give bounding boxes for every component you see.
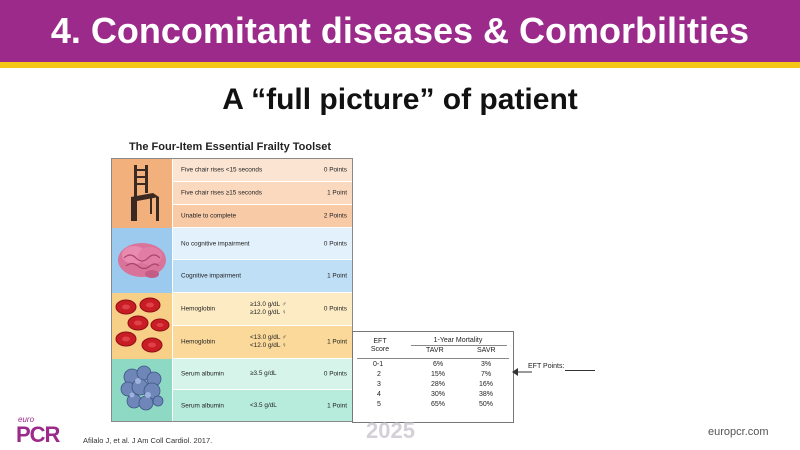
- eft-row: Five chair rises ≥15 seconds 1 Point: [173, 182, 352, 205]
- eft-group-hemoglobin: Hemoglobin ≥13.0 g/dL ♂ ≥12.0 g/dL ♀ 0 P…: [112, 293, 352, 359]
- savr-cell: 16%: [479, 381, 494, 388]
- table-row: 0-1 6% 3%: [353, 361, 513, 370]
- points-value: 0 Points: [323, 370, 347, 378]
- table-row: 3 28% 16%: [353, 381, 513, 390]
- eft-row: Unable to complete 2 Points: [173, 205, 352, 228]
- criterion-label: Five chair rises ≥15 seconds: [181, 189, 262, 197]
- score-cell: 2: [377, 371, 381, 378]
- table-row: 4 30% 38%: [353, 391, 513, 400]
- threshold-value: ≥3.5 g/dL: [250, 370, 277, 377]
- tavr-cell: 6%: [433, 361, 444, 368]
- threshold-value: <13.0 g/dL ♂ <12.0 g/dL ♀: [250, 334, 287, 349]
- points-value: 1 Point: [327, 272, 347, 280]
- points-value: 0 Points: [323, 240, 347, 247]
- criterion-label: Hemoglobin: [181, 305, 216, 313]
- criterion-label: Hemoglobin: [181, 338, 216, 346]
- table-row: 5 65% 50%: [353, 401, 513, 410]
- eft-row: Serum albumin <3.5 g/dL 1 Point: [173, 390, 352, 421]
- albumin-protein-icon: [112, 359, 173, 421]
- eft-points-label: EFT Points:: [528, 363, 565, 370]
- title-banner: [0, 0, 800, 62]
- points-value: 1 Point: [327, 402, 347, 409]
- criterion-label: Unable to complete: [181, 212, 237, 220]
- points-value: 0 Points: [323, 305, 347, 313]
- eft-row: Cognitive impairment 1 Point: [173, 260, 352, 293]
- criterion-label: Serum albumin: [181, 402, 224, 409]
- brain-icon: [112, 228, 173, 293]
- criterion-label: Serum albumin: [181, 370, 224, 378]
- eft-table: Five chair rises <15 seconds 0 Points Fi…: [111, 158, 353, 422]
- tavr-cell: 65%: [431, 401, 446, 408]
- chair-icon: [112, 159, 173, 228]
- eft-points-blank: [565, 370, 595, 371]
- score-cell: 3: [377, 381, 381, 388]
- event-year: 2025: [366, 418, 415, 443]
- threshold-value: ≥13.0 g/dL ♂ ≥12.0 g/dL ♀: [250, 301, 287, 316]
- mortality-table: EFT Score 1-Year Mortality TAVR SAVR 0-1…: [352, 331, 514, 423]
- eft-group-chair-rises: Five chair rises <15 seconds 0 Points Fi…: [112, 159, 352, 228]
- points-value: 0 Points: [323, 166, 347, 174]
- threshold-value: <3.5 g/dL: [250, 401, 277, 409]
- eft-group-cognition: No cognitive impairment 0 Points Cogniti…: [112, 228, 352, 293]
- eft-row: Hemoglobin <13.0 g/dL ♂ <12.0 g/dL ♀ 1 P…: [173, 326, 352, 359]
- mortality-group-header: 1-Year Mortality: [433, 337, 483, 344]
- header-divider: [411, 345, 507, 346]
- slide-title: 4. Concomitant diseases & Comorbilities: [50, 10, 750, 51]
- citation: Afilalo J, et al. J Am Coll Cardiol. 201…: [83, 436, 213, 445]
- score-cell: 0-1: [373, 361, 384, 368]
- table-divider: [357, 358, 509, 359]
- savr-header: SAVR: [477, 347, 496, 354]
- slide-subtitle: A “full picture” of patient: [222, 83, 578, 116]
- table-row: 2 15% 7%: [353, 371, 513, 380]
- tavr-cell: 28%: [431, 381, 446, 388]
- pcr-logo: PCR: [16, 422, 60, 447]
- criterion-label: Five chair rises <15 seconds: [181, 166, 263, 174]
- eft-row: Five chair rises <15 seconds 0 Points: [173, 159, 352, 182]
- savr-cell: 50%: [479, 401, 494, 408]
- eft-row: No cognitive impairment 0 Points: [173, 228, 352, 260]
- tavr-cell: 15%: [431, 371, 446, 378]
- red-blood-cells-icon: [112, 293, 173, 359]
- eft-row: Hemoglobin ≥13.0 g/dL ♂ ≥12.0 g/dL ♀ 0 P…: [173, 293, 352, 326]
- banner-accent-line: [0, 62, 800, 68]
- savr-cell: 7%: [481, 371, 492, 378]
- points-value: 1 Point: [327, 189, 347, 197]
- eft-score-header: EFT Score: [370, 338, 390, 353]
- criterion-label: No cognitive impairment: [181, 240, 250, 247]
- website-url: europcr.com: [708, 426, 769, 438]
- savr-cell: 38%: [479, 391, 494, 398]
- points-value: 2 Points: [323, 212, 347, 220]
- savr-cell: 3%: [481, 361, 492, 368]
- pointer-arrow-icon: [512, 368, 532, 376]
- eft-row: Serum albumin ≥3.5 g/dL 0 Points: [173, 359, 352, 390]
- eft-table-title: The Four-Item Essential Frailty Toolset: [128, 141, 332, 153]
- score-cell: 5: [377, 401, 381, 408]
- points-value: 1 Point: [327, 338, 347, 346]
- criterion-label: Cognitive impairment: [181, 272, 242, 280]
- eft-group-albumin: Serum albumin ≥3.5 g/dL 0 Points Serum a…: [112, 359, 352, 421]
- tavr-cell: 30%: [431, 391, 446, 398]
- score-cell: 4: [377, 391, 381, 398]
- logo-euro-text: euro: [18, 415, 35, 424]
- tavr-header: TAVR: [426, 347, 444, 354]
